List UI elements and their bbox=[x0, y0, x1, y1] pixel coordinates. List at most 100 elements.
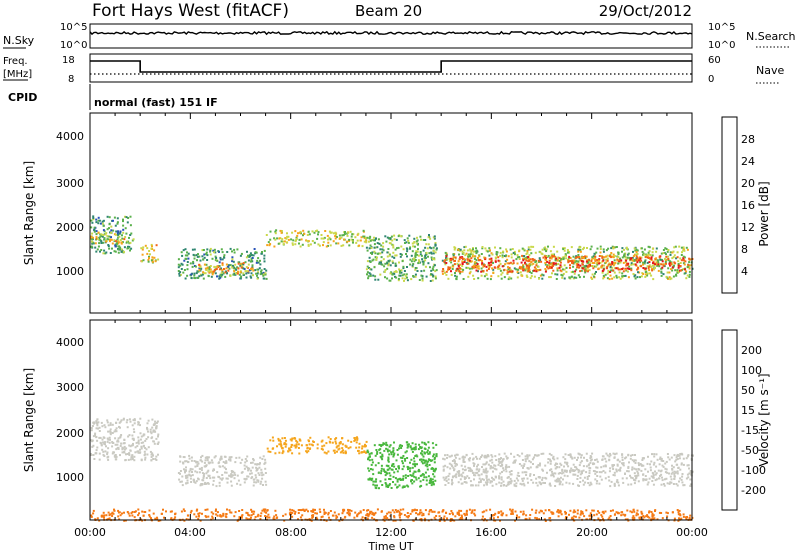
scatter-cell bbox=[132, 442, 134, 445]
scatter-cell bbox=[453, 248, 456, 251]
scatter-cell bbox=[528, 460, 531, 463]
scatter-cell bbox=[606, 454, 609, 457]
scatter-cell bbox=[229, 511, 232, 514]
scatter-cell bbox=[574, 510, 577, 513]
scatter-cell bbox=[263, 508, 266, 511]
scatter-cell bbox=[528, 266, 530, 269]
scatter-cell bbox=[358, 512, 360, 515]
scatter-cell bbox=[402, 465, 405, 468]
scatter-cell bbox=[499, 472, 502, 475]
scatter-cell bbox=[621, 272, 624, 275]
scatter-cell bbox=[295, 439, 298, 442]
scatter-cell bbox=[295, 445, 298, 448]
scatter-cell bbox=[458, 474, 461, 477]
scatter-cell bbox=[498, 476, 501, 479]
scatter-cell bbox=[501, 256, 504, 259]
scatter-cell bbox=[388, 478, 391, 480]
scatter-cell bbox=[502, 458, 505, 461]
scatter-cell bbox=[470, 511, 473, 514]
scatter-cell bbox=[335, 446, 338, 449]
scatter-cell bbox=[245, 266, 248, 269]
scatter-cell bbox=[654, 263, 657, 266]
scatter-cell bbox=[423, 476, 426, 479]
scatter-cell bbox=[340, 236, 343, 239]
scatter-cell bbox=[114, 244, 117, 247]
scatter-cell bbox=[434, 244, 437, 247]
scatter-cell bbox=[508, 262, 511, 265]
scatter-cell bbox=[260, 512, 263, 515]
scatter-cell bbox=[633, 510, 636, 513]
scatter-cell bbox=[665, 468, 668, 471]
scatter-cell bbox=[524, 458, 527, 461]
scatter-cell bbox=[458, 249, 461, 252]
scatter-cell bbox=[682, 463, 685, 466]
scatter-cell bbox=[219, 514, 222, 517]
scatter-cell bbox=[549, 250, 552, 253]
scatter-cell bbox=[263, 268, 266, 270]
scatter-cell bbox=[594, 478, 597, 481]
scatter-cell bbox=[107, 518, 110, 520]
scatter-cell bbox=[631, 259, 634, 262]
scatter-cell bbox=[537, 259, 540, 262]
nave-label: Nave bbox=[756, 64, 784, 77]
scatter-cell bbox=[686, 473, 689, 476]
scatter-cell bbox=[512, 262, 515, 265]
scatter-cell bbox=[409, 263, 412, 266]
scatter-cell bbox=[518, 463, 521, 465]
scatter-cell bbox=[468, 477, 471, 480]
scatter-cell bbox=[429, 478, 432, 481]
scatter-cell bbox=[380, 263, 383, 266]
scatter-cell bbox=[617, 262, 620, 265]
scatter-cell bbox=[406, 237, 409, 240]
scatter-cell bbox=[480, 267, 483, 270]
scatter-cell bbox=[150, 243, 153, 246]
scatter-cell bbox=[195, 515, 198, 518]
scatter-cell bbox=[243, 467, 246, 470]
scatter-cell bbox=[379, 480, 382, 483]
scatter-cell bbox=[634, 462, 637, 464]
scatter-cell bbox=[610, 480, 613, 483]
scatter-cell bbox=[218, 268, 221, 271]
scatter-cell bbox=[404, 451, 407, 454]
scatter-cell bbox=[223, 455, 226, 458]
scatter-cell bbox=[618, 271, 621, 274]
scatter-cell bbox=[367, 509, 370, 512]
scatter-cell bbox=[422, 478, 425, 481]
scatter-cell bbox=[130, 247, 133, 250]
scatter-cell bbox=[278, 237, 281, 240]
scatter-cell bbox=[662, 273, 665, 276]
scatter-cell bbox=[409, 247, 411, 250]
scatter-cell bbox=[529, 466, 532, 469]
scatter-cell bbox=[613, 484, 616, 487]
scatter-cell bbox=[492, 268, 495, 271]
scatter-cell bbox=[677, 511, 680, 514]
scatter-cell bbox=[477, 265, 480, 268]
scatter-cell bbox=[548, 482, 551, 485]
scatter-cell bbox=[550, 266, 553, 269]
scatter-cell bbox=[398, 268, 401, 271]
scatter-cell bbox=[568, 260, 570, 263]
scatter-cell bbox=[274, 232, 277, 235]
scatter-cell bbox=[430, 509, 432, 511]
scatter-cell bbox=[521, 268, 524, 271]
scatter-cell bbox=[529, 474, 532, 477]
scatter-cell bbox=[586, 478, 589, 480]
scatter-cell bbox=[683, 484, 686, 487]
scatter-cell bbox=[290, 443, 293, 446]
scatter-cell bbox=[374, 454, 377, 457]
scatter-cell bbox=[213, 248, 216, 251]
scatter-cell bbox=[598, 482, 601, 485]
scatter-cell bbox=[332, 514, 335, 517]
scatter-cell bbox=[669, 481, 672, 484]
colorbar-tick-label: 24 bbox=[741, 155, 755, 168]
scatter-cell bbox=[355, 436, 358, 439]
scatter-cell bbox=[576, 264, 579, 267]
scatter-cell bbox=[656, 518, 659, 521]
scatter-cell bbox=[455, 453, 458, 456]
scatter-cell bbox=[514, 519, 516, 522]
scatter-cell bbox=[349, 446, 352, 449]
scatter-cell bbox=[246, 455, 249, 458]
scatter-cell bbox=[132, 428, 135, 431]
scatter-cell bbox=[209, 253, 212, 256]
scatter-cell bbox=[606, 272, 609, 275]
